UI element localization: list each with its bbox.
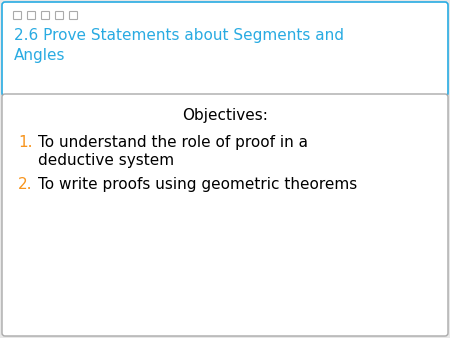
Text: Objectives:: Objectives: (182, 108, 268, 123)
Text: Angles: Angles (14, 48, 66, 63)
FancyBboxPatch shape (2, 94, 448, 336)
Text: To write proofs using geometric theorems: To write proofs using geometric theorems (38, 177, 357, 192)
Text: To understand the role of proof in a: To understand the role of proof in a (38, 135, 308, 150)
FancyBboxPatch shape (2, 2, 448, 96)
Text: 1.: 1. (18, 135, 32, 150)
Text: deductive system: deductive system (38, 153, 174, 168)
Text: 2.: 2. (18, 177, 32, 192)
Text: 2.6 Prove Statements about Segments and: 2.6 Prove Statements about Segments and (14, 28, 344, 43)
